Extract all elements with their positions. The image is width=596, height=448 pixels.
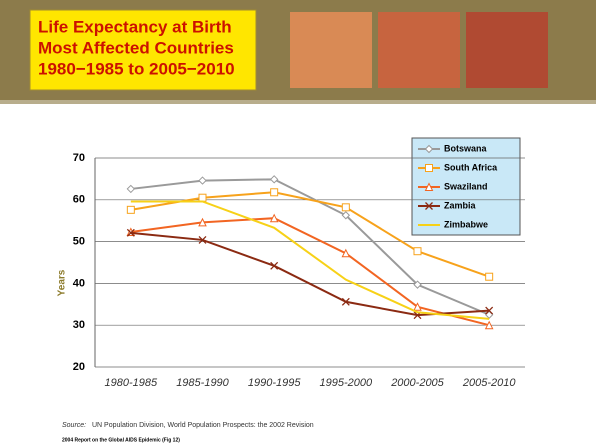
y-tick-label: 40: [73, 277, 85, 289]
page: Life Expectancy at Birth Most Affected Co…: [0, 0, 596, 448]
x-tick-label: 1995-2000: [320, 377, 373, 389]
marker: [199, 177, 206, 184]
x-tick-label: 2000-2005: [390, 377, 444, 389]
y-tick-label: 50: [73, 236, 85, 248]
legend-label: South Africa: [444, 162, 498, 172]
footer: 2004 Report on the Global AIDS Epidemic …: [62, 437, 180, 443]
y-tick-label: 60: [73, 194, 85, 206]
marker: [486, 273, 493, 280]
photo-hands-3: [466, 12, 548, 88]
series-line: [131, 233, 489, 315]
marker: [342, 250, 349, 257]
legend-label: Botswana: [444, 143, 488, 153]
y-tick-label: 30: [73, 319, 85, 331]
title-line: Most Affected Countries: [38, 38, 234, 57]
marker: [426, 165, 433, 172]
marker: [342, 204, 349, 211]
marker: [271, 176, 278, 183]
source: UN Population Division, World Population…: [92, 422, 314, 429]
marker: [271, 189, 278, 196]
photo-hands-2: [378, 12, 460, 88]
title-line: 1980−1985 to 2005−2010: [38, 59, 235, 78]
header-rule: [0, 100, 596, 104]
legend-label: Swaziland: [444, 181, 488, 191]
marker: [127, 185, 134, 192]
x-tick-label: 1990-1995: [248, 377, 301, 389]
title-line: Life Expectancy at Birth: [38, 17, 232, 36]
legend-label: Zambia: [444, 200, 477, 210]
photo-hands-1: [290, 12, 372, 88]
y-tick-label: 70: [73, 152, 85, 164]
marker: [199, 194, 206, 201]
title: Life Expectancy at Birth Most Affected Co…: [38, 17, 235, 78]
legend-label: Zimbabwe: [444, 219, 488, 229]
marker: [414, 248, 421, 255]
slide: Life Expectancy at Birth Most Affected Co…: [0, 0, 596, 448]
x-tick-label: 1985-1990: [176, 377, 229, 389]
source-label: Source:: [62, 422, 86, 429]
y-tick-label: 20: [73, 361, 85, 373]
y-axis-label: Years: [57, 269, 68, 296]
marker: [127, 206, 134, 213]
x-tick-label: 2005-2010: [462, 377, 516, 389]
x-tick-label: 1980-1985: [105, 377, 158, 389]
